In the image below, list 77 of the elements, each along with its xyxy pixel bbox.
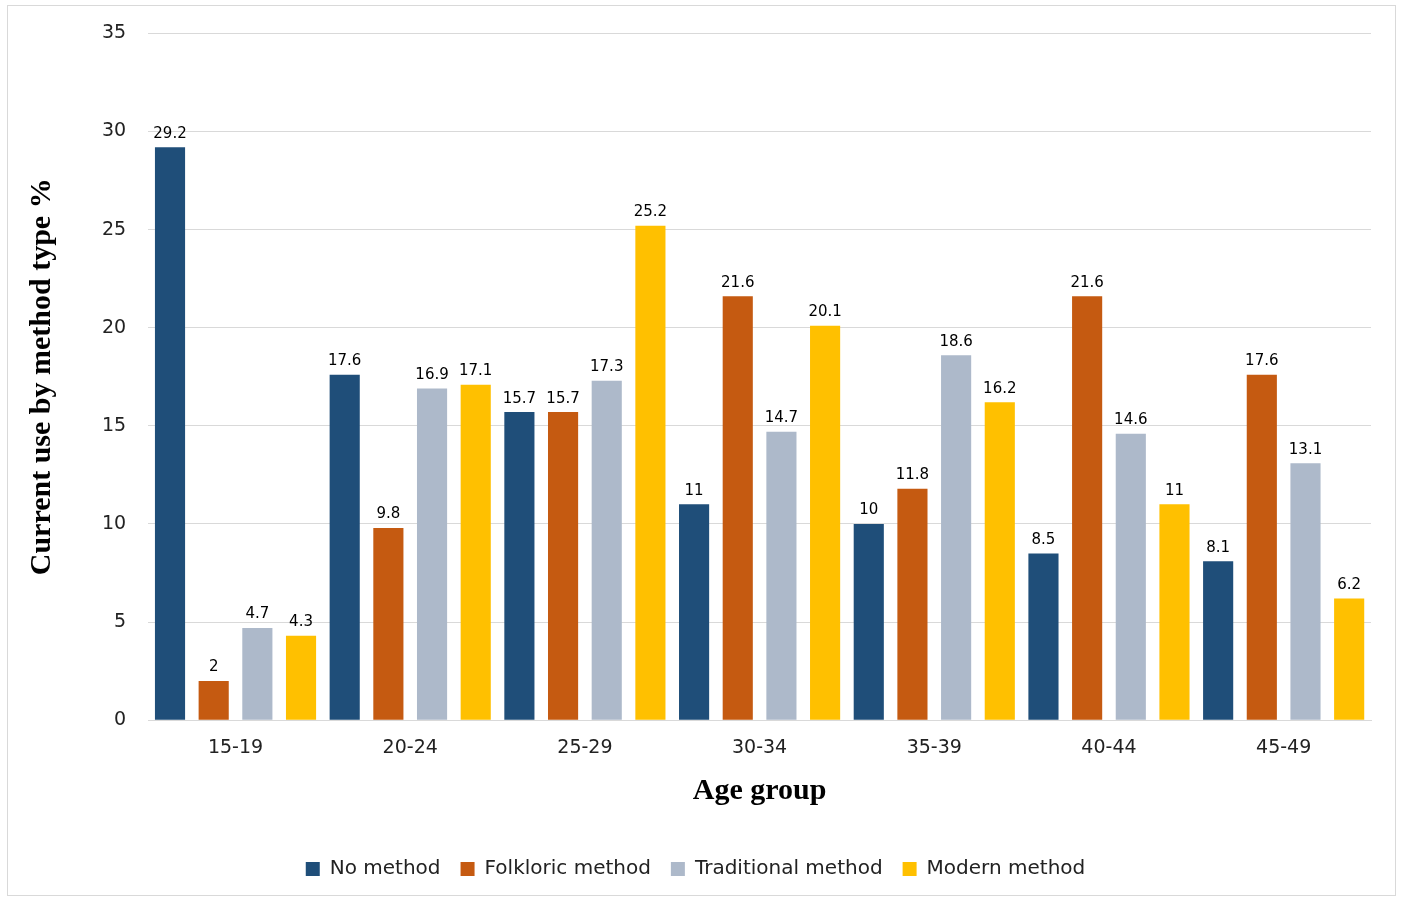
- data-label: 17.6: [1245, 351, 1279, 370]
- y-tick-label: 30: [101, 118, 127, 141]
- data-label: 11: [684, 480, 704, 499]
- data-label: 21.6: [721, 272, 755, 291]
- bar: [722, 296, 753, 720]
- y-tick-label: 15: [101, 412, 127, 435]
- data-label: 25.2: [633, 202, 668, 221]
- legend-label: No method: [329, 855, 441, 880]
- bar: [1028, 553, 1059, 720]
- bar: [635, 225, 666, 720]
- x-axis-title: Age group: [692, 771, 827, 805]
- bar: [504, 412, 535, 720]
- y-tick-label: 5: [114, 609, 127, 632]
- data-label: 11.8: [895, 465, 930, 484]
- legend-label: Traditional method: [693, 855, 883, 880]
- data-label: 16.2: [983, 378, 1017, 397]
- bar: [1290, 463, 1321, 720]
- data-label: 17.6: [328, 351, 362, 370]
- data-label: 2: [208, 657, 219, 676]
- data-label: 13.1: [1288, 439, 1323, 458]
- bar: [242, 627, 273, 720]
- x-tick-label: 20-24: [382, 734, 438, 757]
- data-label: 9.8: [376, 504, 401, 523]
- data-label: 14.6: [1114, 410, 1148, 429]
- bar: [285, 635, 317, 720]
- bar: [810, 325, 841, 720]
- data-label: 15.7: [502, 388, 537, 407]
- x-tick-label: 30-34: [731, 734, 788, 757]
- bar: [198, 680, 229, 720]
- bar: [154, 147, 186, 720]
- bar: [897, 488, 928, 720]
- data-label: 4.3: [289, 612, 313, 631]
- bar: [1115, 433, 1146, 720]
- x-tick-label: 35-39: [906, 734, 962, 757]
- x-tick-label: 45-49: [1256, 734, 1312, 757]
- bar: [591, 380, 622, 720]
- x-tick-label: 40-44: [1081, 734, 1137, 757]
- bar: [373, 527, 404, 720]
- bar: [548, 412, 579, 720]
- data-label: 11: [1164, 480, 1185, 499]
- bar: [329, 374, 360, 720]
- x-tick-label: 25-29: [557, 734, 613, 757]
- data-label: 18.6: [939, 331, 973, 350]
- data-label: 6.2: [1337, 574, 1362, 593]
- data-label: 21.6: [1070, 272, 1104, 291]
- data-label: 14.7: [764, 408, 799, 427]
- bar: [679, 504, 710, 720]
- bar: [460, 384, 491, 720]
- data-label: 8.5: [1031, 529, 1056, 548]
- data-label: 29.2: [153, 123, 187, 142]
- data-label: 8.1: [1206, 537, 1231, 556]
- bar: [984, 402, 1015, 720]
- y-tick-label: 20: [101, 314, 127, 337]
- bar: [1246, 374, 1277, 720]
- y-tick-label: 10: [101, 510, 127, 533]
- bar: [416, 388, 448, 720]
- bar: [1072, 296, 1103, 720]
- bar: [1159, 504, 1190, 720]
- bar: [941, 355, 972, 720]
- data-label: 16.9: [415, 364, 449, 383]
- data-label: 17.3: [590, 357, 624, 376]
- y-tick-label: 25: [101, 216, 127, 239]
- bar: [853, 523, 884, 720]
- y-tick-label: 0: [114, 707, 127, 730]
- data-label: 17.1: [459, 361, 493, 380]
- data-label: 4.7: [245, 604, 270, 623]
- bar: [766, 431, 797, 720]
- bar: [1203, 561, 1234, 720]
- x-tick-label: 15-19: [207, 734, 264, 757]
- bar: [1334, 598, 1365, 720]
- data-label: 15.7: [546, 388, 580, 407]
- y-tick-label: 35: [101, 20, 127, 43]
- y-axis-title: Current use by method type %: [22, 178, 56, 576]
- legend-label: Modern method: [926, 855, 1086, 880]
- data-label: 20.1: [808, 302, 842, 321]
- data-label: 10: [859, 500, 879, 519]
- legend-label: Folkloric method: [484, 855, 651, 880]
